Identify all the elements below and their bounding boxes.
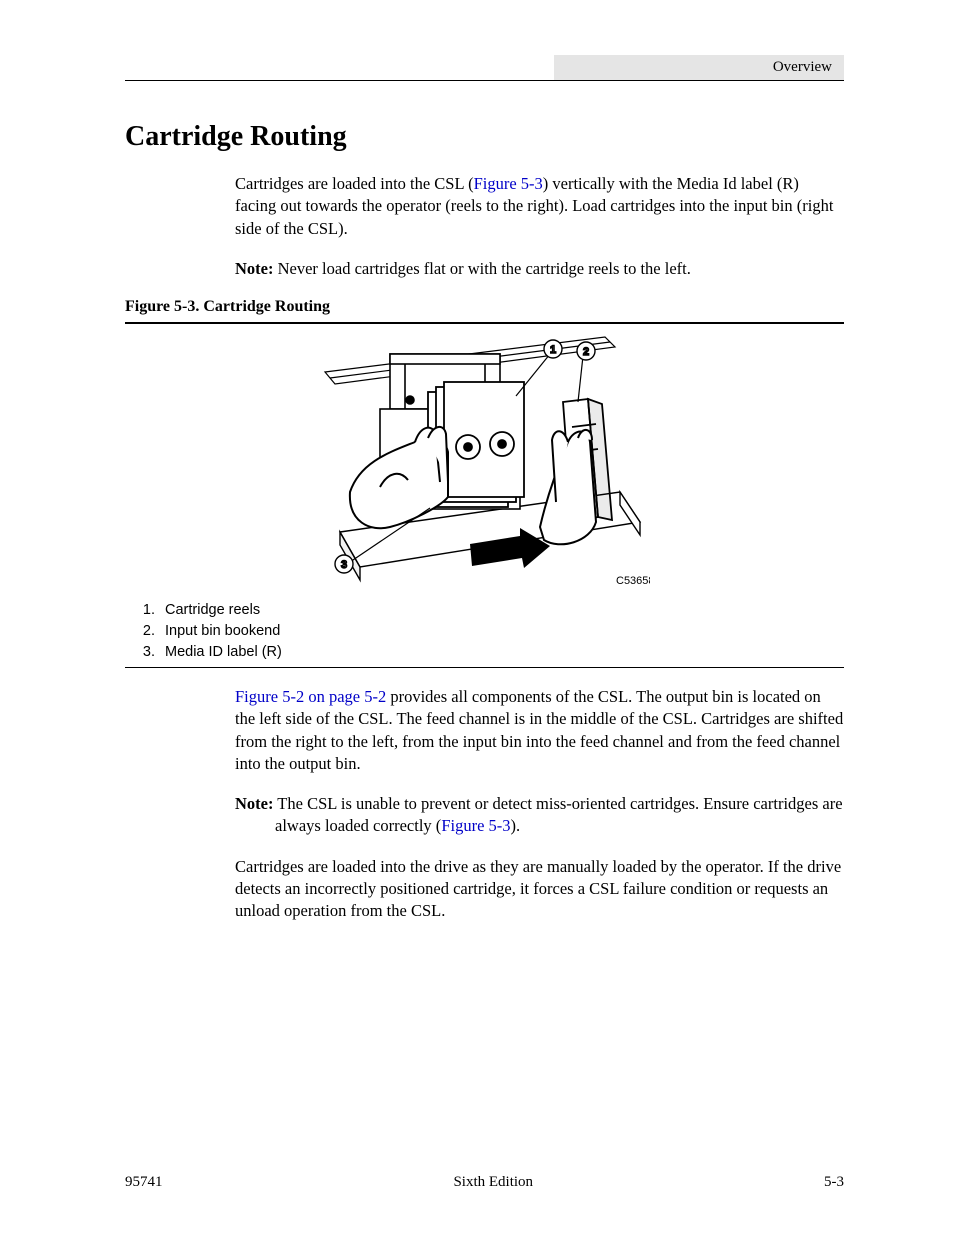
legend-row: 3. Media ID label (R) — [133, 642, 844, 663]
legend-num: 1. — [133, 600, 155, 621]
figure-caption: Figure 5-3. Cartridge Routing — [125, 298, 844, 316]
figure-rule-top — [125, 322, 844, 324]
footer-right: 5-3 — [824, 1174, 844, 1191]
page-title: Cartridge Routing — [125, 121, 844, 153]
legend-text: Input bin bookend — [165, 621, 280, 642]
cartridge-diagram: 1 2 3 C53658 — [320, 332, 650, 592]
legend-text: Media ID label (R) — [165, 642, 282, 663]
figure-legend: 1. Cartridge reels 2. Input bin bookend … — [133, 600, 844, 663]
figure-image: 1 2 3 C53658 — [125, 328, 844, 594]
callout-3: 3 — [340, 559, 346, 571]
para-3: Cartridges are loaded into the drive as … — [235, 856, 844, 923]
page-footer: 95741 Sixth Edition 5-3 — [125, 1174, 844, 1191]
header-spacer — [125, 55, 554, 80]
footer-left: 95741 — [125, 1174, 163, 1191]
figure-block: Figure 5-3. Cartridge Routing — [125, 298, 844, 668]
legend-num: 3. — [133, 642, 155, 663]
callout-1: 1 — [549, 344, 555, 356]
legend-text: Cartridge reels — [165, 600, 260, 621]
note-text: Never load cartridges flat or with the c… — [273, 259, 690, 278]
note-label: Note: — [235, 794, 273, 813]
note-label: Note: — [235, 259, 273, 278]
para-2: Figure 5-2 on page 5-2 provides all comp… — [235, 686, 844, 775]
section-tab: Overview — [554, 55, 844, 80]
fig-link-3[interactable]: Figure 5-3 — [441, 816, 510, 835]
figure-rule-bottom — [125, 667, 844, 668]
note2-post: ). — [511, 816, 521, 835]
page-header: Overview — [125, 55, 844, 81]
fig-link-1[interactable]: Figure 5-3 — [474, 174, 543, 193]
note-1: Note: Never load cartridges flat or with… — [235, 258, 844, 280]
note2-pre: The CSL is unable to prevent or detect m… — [273, 794, 842, 835]
legend-row: 1. Cartridge reels — [133, 600, 844, 621]
p1-pre: Cartridges are loaded into the CSL ( — [235, 174, 474, 193]
callout-2: 2 — [582, 346, 588, 358]
legend-num: 2. — [133, 621, 155, 642]
note-2: Note: The CSL is unable to prevent or de… — [275, 793, 844, 838]
figure-code: C53658 — [616, 575, 650, 587]
legend-row: 2. Input bin bookend — [133, 621, 844, 642]
footer-center: Sixth Edition — [453, 1174, 533, 1191]
fig-link-2[interactable]: Figure 5-2 on page 5-2 — [235, 687, 386, 706]
intro-paragraph: Cartridges are loaded into the CSL (Figu… — [235, 173, 844, 240]
